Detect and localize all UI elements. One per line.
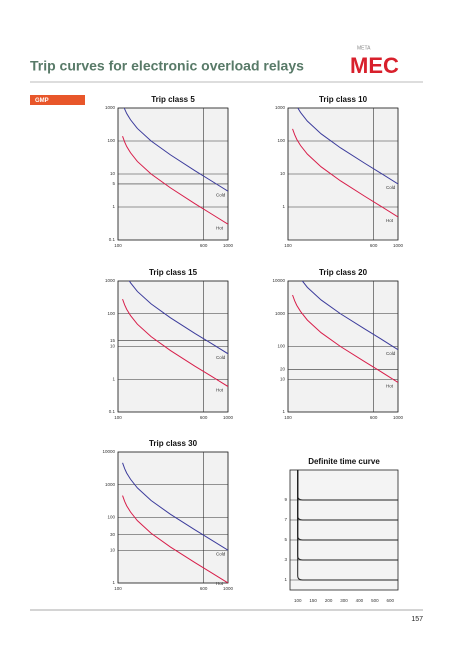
- x-tick-label: 100: [284, 415, 292, 420]
- series-label: Hot: [216, 388, 224, 393]
- curve: [122, 462, 228, 551]
- curve: [292, 294, 398, 383]
- curve: [128, 281, 228, 355]
- y-tick-label: 10: [110, 344, 116, 349]
- y-tick-label: 10: [280, 171, 286, 176]
- series-label: Cold: [386, 185, 396, 190]
- series-label: Cold: [216, 551, 226, 556]
- y-tick-label: 100: [277, 344, 285, 349]
- series-label: Hot: [386, 384, 394, 389]
- chart-title: Trip class 5: [151, 95, 195, 104]
- x-tick-label: 1000: [223, 243, 234, 248]
- series-label: Cold: [216, 192, 226, 197]
- page-number: 157: [411, 616, 423, 623]
- curve: [122, 298, 228, 387]
- y-tick-label: 1000: [105, 105, 116, 110]
- x-tick-label: 100: [114, 586, 122, 591]
- curve: [123, 108, 228, 192]
- series-label: Hot: [216, 225, 224, 230]
- curve: [122, 495, 228, 583]
- y-tick-label: 100: [107, 515, 115, 520]
- x-tick-label: 200: [325, 598, 333, 603]
- x-tick-label: 100: [284, 243, 292, 248]
- x-tick-label: 400: [356, 598, 364, 603]
- x-tick-label: 500: [371, 598, 379, 603]
- curve: [297, 108, 398, 185]
- y-tick-label: 100: [277, 138, 285, 143]
- plot-area: [289, 469, 399, 591]
- y-tick-label: 0.1: [109, 237, 116, 242]
- y-tick-label: 10: [280, 376, 286, 381]
- y-tick-label: 3: [284, 557, 287, 562]
- y-tick-label: 10000: [102, 449, 115, 454]
- y-tick-label: 0.1: [109, 409, 116, 414]
- y-tick-label: 1000: [275, 311, 286, 316]
- y-tick-label: 1: [112, 580, 115, 585]
- y-tick-label: 10000: [272, 278, 285, 283]
- y-tick-label: 1: [284, 577, 287, 582]
- y-tick-label: 10: [110, 171, 116, 176]
- y-tick-label: 5: [284, 537, 287, 542]
- tag-box: [30, 95, 85, 105]
- x-tick-label: 1000: [223, 415, 234, 420]
- x-tick-label: 600: [370, 243, 378, 248]
- series-label: Cold: [216, 355, 226, 360]
- y-tick-label: 1000: [105, 278, 116, 283]
- y-tick-label: 15: [110, 338, 116, 343]
- x-tick-label: 1000: [393, 415, 404, 420]
- y-tick-label: 1: [112, 204, 115, 209]
- x-tick-label: 100: [294, 598, 302, 603]
- x-tick-label: 300: [340, 598, 348, 603]
- chart-title: Trip class 10: [319, 95, 368, 104]
- y-tick-label: 1: [282, 204, 285, 209]
- y-tick-label: 5: [112, 181, 115, 186]
- y-tick-label: 20: [280, 367, 286, 372]
- x-tick-label: 100: [114, 243, 122, 248]
- time-level: [297, 470, 398, 581]
- curve: [122, 136, 228, 225]
- logo: MEC: [350, 53, 399, 78]
- chart-title: Trip class 20: [319, 268, 368, 277]
- logo-small: META: [357, 45, 371, 51]
- series-label: Cold: [386, 351, 396, 356]
- x-tick-label: 600: [200, 586, 208, 591]
- y-tick-label: 9: [284, 497, 287, 502]
- chart-title: Trip class 30: [149, 439, 198, 448]
- x-tick-label: 600: [370, 415, 378, 420]
- tag: GMP: [35, 98, 49, 104]
- y-tick-label: 1000: [275, 105, 286, 110]
- page-title: Trip curves for electronic overload rela…: [30, 58, 304, 74]
- y-tick-label: 100: [107, 138, 115, 143]
- x-tick-label: 600: [387, 598, 395, 603]
- y-tick-label: 10: [110, 547, 116, 552]
- y-tick-label: 100: [107, 311, 115, 316]
- y-tick-label: 7: [284, 517, 287, 522]
- curve: [292, 128, 398, 218]
- y-tick-label: 1000: [105, 482, 116, 487]
- y-tick-label: 30: [110, 532, 116, 537]
- x-tick-label: 100: [114, 415, 122, 420]
- x-tick-label: 150: [309, 598, 317, 603]
- series-label: Hot: [216, 581, 224, 586]
- y-tick-label: 1: [112, 376, 115, 381]
- series-label: Hot: [386, 218, 394, 223]
- chart-title: Trip class 15: [149, 268, 198, 277]
- x-tick-label: 600: [200, 243, 208, 248]
- x-tick-label: 600: [200, 415, 208, 420]
- x-tick-label: 1000: [223, 586, 234, 591]
- chart-title: Definite time curve: [308, 457, 380, 466]
- y-tick-label: 1: [282, 409, 285, 414]
- x-tick-label: 1000: [393, 243, 404, 248]
- curve: [301, 281, 398, 351]
